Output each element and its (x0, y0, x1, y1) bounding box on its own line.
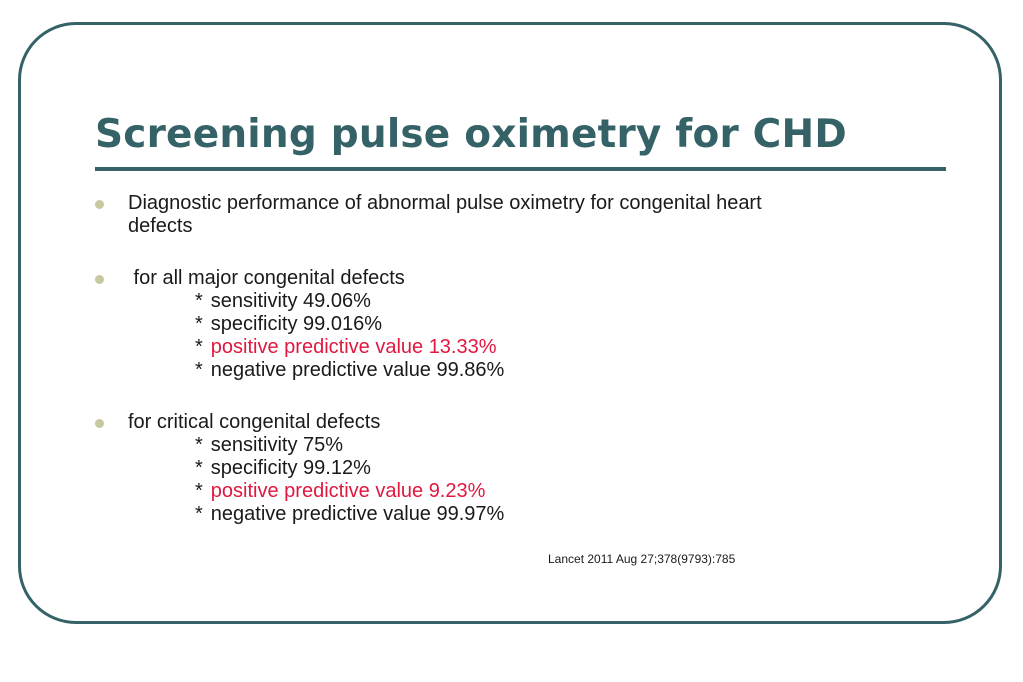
star-marker: * (195, 336, 203, 358)
metric-line-ppv: * positive predictive value 9.23% (195, 480, 485, 503)
star-marker: * (195, 480, 203, 502)
metric-value-highlighted: positive predictive value 13.33% (210, 336, 497, 358)
bullet-heading: for all major congenital defects (128, 267, 405, 289)
metric-value: negative predictive value 99.97% (210, 503, 505, 525)
bullet-dot-icon (95, 419, 104, 428)
bullet-dot-icon (95, 275, 104, 284)
metric-line-specificity: * specificity 99.016% (195, 313, 382, 336)
metric-line-sensitivity: * sensitivity 75% (195, 434, 343, 457)
metric-value: sensitivity 49.06% (210, 290, 371, 312)
citation: Lancet 2011 Aug 27;378(9793):785 (548, 552, 736, 566)
bullet-dot-icon (95, 200, 104, 209)
metric-value: specificity 99.016% (210, 313, 382, 335)
bullet-text-line: Diagnostic performance of abnormal pulse… (128, 192, 762, 214)
metric-line-ppv: * positive predictive value 13.33% (195, 336, 497, 359)
star-marker: * (195, 434, 203, 456)
title-underline (95, 167, 946, 171)
star-marker: * (195, 359, 203, 381)
slide-title: Screening pulse oximetry for CHD (95, 112, 847, 157)
star-marker: * (195, 503, 203, 525)
metric-line-specificity: * specificity 99.12% (195, 457, 371, 480)
bullet-text-line: defects (128, 215, 193, 237)
star-marker: * (195, 457, 203, 479)
metric-value-highlighted: positive predictive value 9.23% (210, 480, 486, 502)
metric-value: sensitivity 75% (210, 434, 344, 456)
metric-value: negative predictive value 99.86% (210, 359, 505, 381)
metric-line-npv: * negative predictive value 99.86% (195, 359, 504, 382)
metric-line-npv: * negative predictive value 99.97% (195, 503, 504, 526)
star-marker: * (195, 313, 203, 335)
slide-frame (18, 22, 1002, 624)
bullet-heading: for critical congenital defects (128, 411, 381, 433)
metric-line-sensitivity: * sensitivity 49.06% (195, 290, 371, 313)
star-marker: * (195, 290, 203, 312)
metric-value: specificity 99.12% (210, 457, 371, 479)
